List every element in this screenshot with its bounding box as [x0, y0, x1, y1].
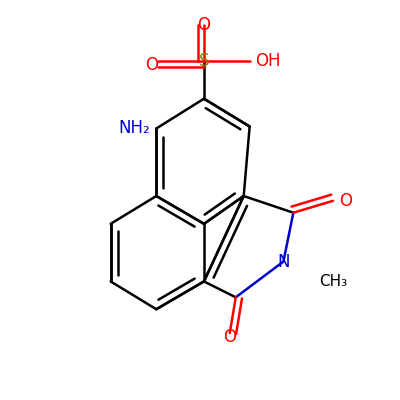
Text: O: O — [339, 192, 352, 210]
Text: O: O — [145, 56, 158, 74]
Text: OH: OH — [256, 52, 281, 70]
Text: NH₂: NH₂ — [118, 120, 150, 138]
Text: CH₃: CH₃ — [319, 274, 347, 289]
Text: S: S — [199, 52, 209, 70]
Text: O: O — [223, 328, 236, 346]
Text: O: O — [198, 16, 210, 34]
Text: N: N — [277, 252, 290, 270]
